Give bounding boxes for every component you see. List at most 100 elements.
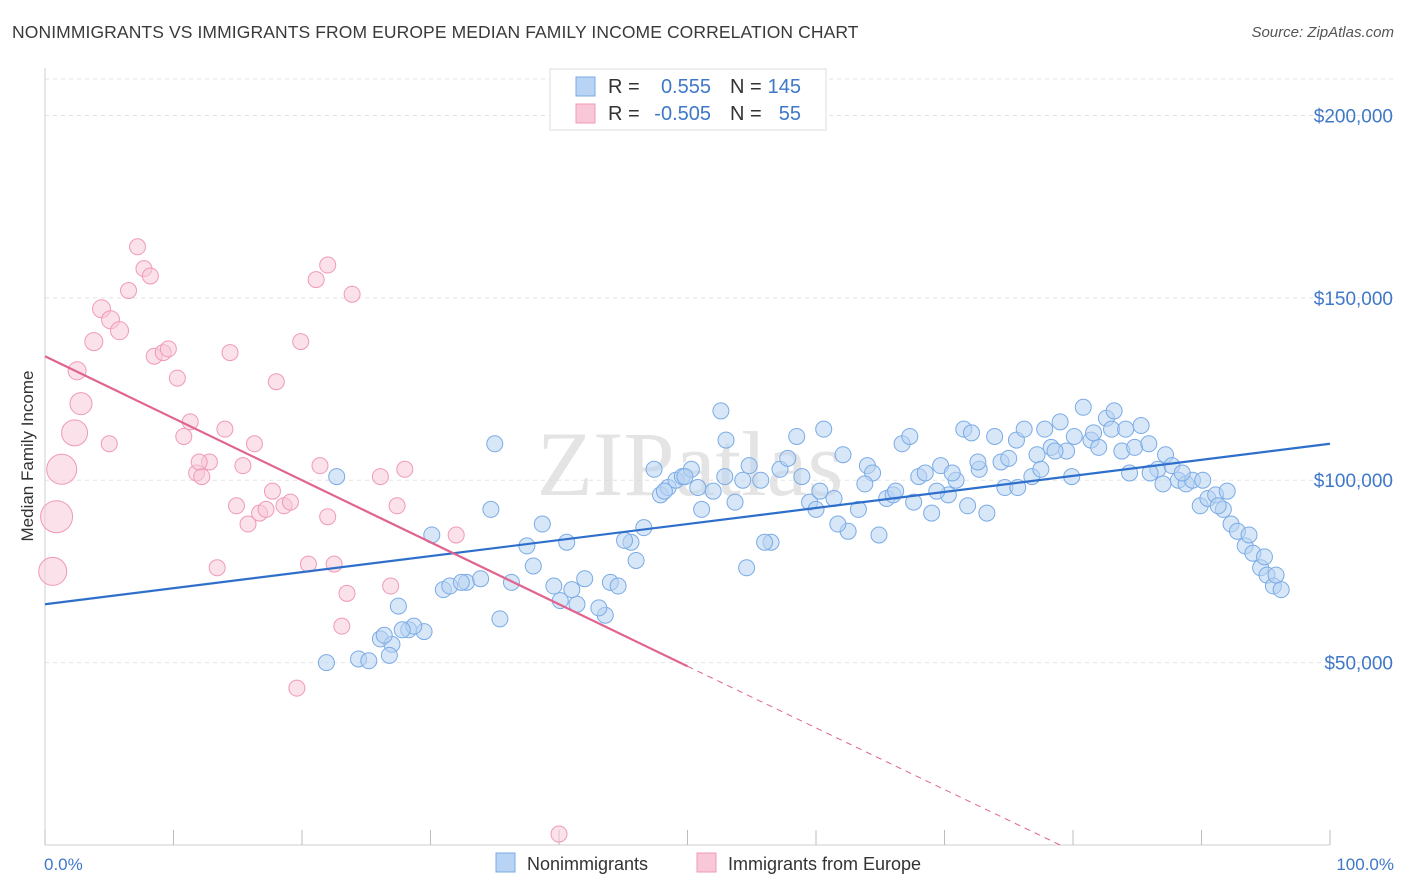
nonimmigrant-point-116 [558,533,576,551]
trend-lines [44,355,1331,846]
immigrant-point-40 [311,457,329,475]
nonimmigrant-point-61 [916,464,934,482]
nonimmigrant-point-139 [1267,566,1285,584]
nonimmigrant-point-27 [635,519,653,537]
nonimmigrant-point-141 [380,646,398,664]
bottom-legend-swatch-immigrants [696,852,717,873]
x-tick-label-max: 100.0% [1336,855,1394,874]
bottom-legend: Nonimmigrants Immigrants from Europe [495,852,921,874]
nonimmigrant-point-137 [1240,526,1258,544]
nonimmigrant-point-70 [986,427,1004,445]
immigrant-point-32 [263,482,281,500]
y-tick-label-0: $50,000 [1324,654,1393,675]
nonimmigrant-point-26 [627,551,645,569]
nonimmigrant-point-41 [752,471,770,489]
nonimmigrant-point-125 [905,493,923,511]
immigrant-point-18 [175,427,193,445]
source-label: Source: ZipAtlas.com [1251,24,1394,41]
immigrant-point-52 [100,435,118,453]
nonimmigrant-point-153 [1117,420,1135,438]
immigrant-point-47 [382,577,400,595]
nonimmigrant-point-142 [563,581,581,599]
nonimmigrant-point-149 [969,453,987,471]
immigrant-point-11 [129,238,147,256]
immigrant-point-36 [288,679,306,697]
nonimmigrant-point-59 [901,427,919,445]
nonimmigrant-point-67 [962,424,980,442]
immigrant-point-41 [319,256,337,274]
nonimmigrant-point-62 [923,504,941,522]
nonimmigrant-point-79 [1051,413,1069,431]
immigrant-point-39 [307,271,325,289]
nonimmigrant-point-118 [616,531,634,549]
x-tick-label-min: 0.0% [44,855,83,874]
nonimmigrant-point-147 [887,482,905,500]
nonimmigrant-point-134 [1194,471,1212,489]
nonimmigrant-point-119 [655,482,673,500]
nonimmigrant-point-117 [590,599,608,617]
nonimmigrant-point-84 [1090,438,1108,456]
data-points [38,238,1290,843]
immigrant-point-46 [371,468,389,486]
gridlines [45,78,1394,664]
nonimmigrant-point-109 [1272,581,1290,599]
legend-swatch-immigrants [575,103,596,124]
legend-r-label-2: R = [608,103,640,125]
immigrant-point-33 [267,373,285,391]
nonimmigrant-point-81 [1065,427,1083,445]
immigrant-point-37 [292,333,310,351]
y-tick-labels: $50,000 $100,000 $150,000 $200,000 [1314,106,1393,674]
immigrant-point-48 [388,497,406,515]
immigrant-point-9 [110,321,130,341]
immigrant-point-6 [84,332,104,352]
chart-title: NONIMMIGRANTS VS IMMIGRANTS FROM EUROPE … [12,22,859,42]
nonimmigrant-point-144 [716,468,734,486]
immigrant-point-3 [61,419,89,447]
y-tick-label-1: $100,000 [1314,471,1393,492]
nonimmigrant-point-74 [1015,420,1033,438]
nonimmigrant-point-44 [779,449,797,467]
nonimmigrant-point-17 [524,557,542,575]
nonimmigrant-point-115 [533,515,551,533]
bottom-legend-label-immigrants: Immigrants from Europe [728,854,921,874]
nonimmigrant-point-37 [717,431,735,449]
immigrant-point-2 [46,453,78,485]
legend-n-value-2: 55 [779,103,801,125]
nonimmigrant-point-28 [645,460,663,478]
immigrant-point-44 [338,584,356,602]
immigrant-point-13 [141,267,159,285]
nonimmigrant-point-16 [518,537,536,555]
nonimmigrant-point-35 [704,482,722,500]
nonimmigrant-point-111 [393,621,411,639]
nonimmigrant-point-129 [1032,460,1050,478]
nonimmigrant-point-72 [1000,449,1018,467]
nonimmigrant-point-135 [1209,497,1227,515]
legend-n-value-1: 145 [768,76,801,98]
nonimmigrant-point-123 [829,515,847,533]
nonimmigrant-point-89 [1126,438,1144,456]
nonimmigrant-point-136 [1218,482,1236,500]
nonimmigrant-point-13 [472,570,490,588]
immigrant-point-53 [190,453,208,471]
immigrant-point-25 [221,344,239,362]
immigrant-point-23 [208,559,226,577]
nonimmigrant-point-90 [1132,417,1150,435]
legend-n-label-2: N = [730,103,762,125]
nonimmigrant-point-39 [734,471,752,489]
nonimmigrant-point-154 [1154,475,1172,493]
immigrant-point-27 [234,457,252,475]
nonimmigrant-point-14 [491,610,509,628]
immigrant-point-1 [40,500,74,534]
nonimmigrant-point-133 [1173,464,1191,482]
nonimmigrant-point-110 [328,468,346,486]
nonimmigrant-point-140 [486,435,504,453]
nonimmigrant-point-5 [375,626,393,644]
trend-line-nonimmigrants [44,442,1331,606]
nonimmigrant-point-143 [676,468,694,486]
nonimmigrant-point-82 [1074,398,1092,416]
nonimmigrant-point-52 [849,500,867,518]
y-tick-label-3: $200,000 [1314,106,1393,127]
nonimmigrant-point-38 [726,493,744,511]
nonimmigrant-point-48 [815,420,833,438]
immigrant-point-49 [396,460,414,478]
